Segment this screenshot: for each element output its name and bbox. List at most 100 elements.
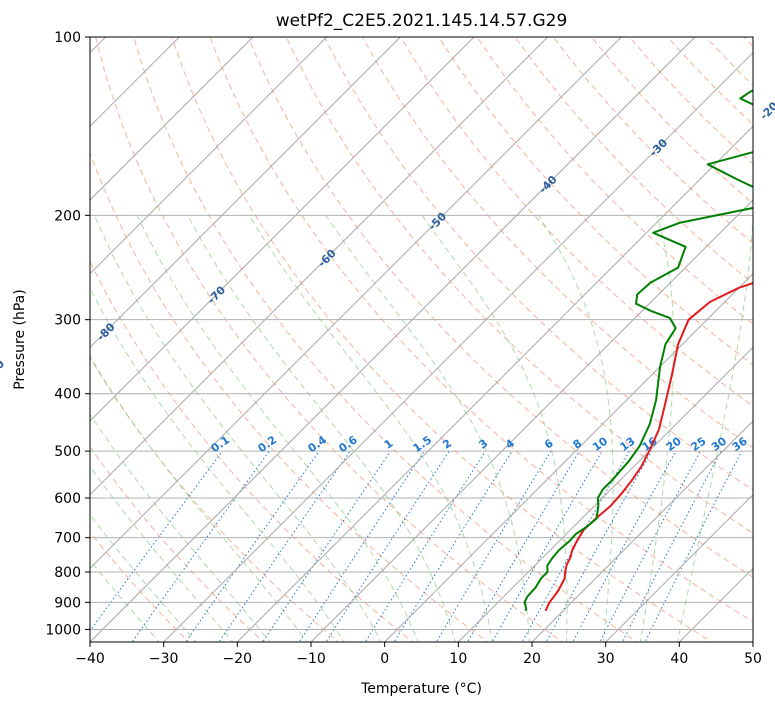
isotherm-line — [163, 51, 753, 642]
isotherm-line — [605, 493, 753, 642]
isotherm-line — [384, 272, 753, 642]
moist-adiabat — [187, 215, 456, 642]
series-lines — [523, 89, 753, 612]
moist-adiabat — [325, 215, 530, 642]
x-tick-label: 40 — [670, 651, 688, 667]
moist-adiabat — [537, 215, 614, 642]
chart-title: wetPf2_C2E5.2021.145.14.57.G29 — [276, 11, 568, 31]
isotherm-labels: -100-90-80-70-60-50-40-30-20-100 — [0, 99, 775, 380]
x-tick-label: −20 — [223, 651, 253, 667]
moist-adiabat — [90, 287, 345, 642]
y-axis-label: Pressure (hPa) — [12, 289, 28, 389]
y-tick-label: 600 — [54, 491, 81, 507]
mixing-ratio-line — [599, 450, 701, 642]
mixing-ratio-line — [218, 450, 351, 642]
dry-adiabat — [323, 37, 753, 491]
isotherm-label: -80 — [94, 320, 117, 343]
dry-adiabat — [90, 151, 489, 642]
y-tick-label: 700 — [54, 531, 81, 547]
moist-adiabat — [90, 413, 271, 642]
isotherm-line — [90, 37, 549, 496]
x-axis-ticks: −40 −30 −20 −10 0 10 20 30 40 50 — [75, 642, 762, 667]
dry-adiabat — [514, 37, 753, 285]
isotherm-line — [90, 37, 696, 642]
moist-adiabat — [248, 215, 493, 642]
isotherm-line — [236, 125, 753, 642]
dry-adiabat — [590, 37, 753, 205]
isotherm-line — [310, 199, 753, 642]
y-tick-label: 900 — [54, 595, 81, 611]
dry-adiabat — [667, 37, 753, 126]
isotherm-line — [90, 37, 328, 275]
mixing-ratio-line — [435, 450, 552, 642]
x-tick-label: 20 — [523, 651, 541, 667]
mixing-ratio-line — [644, 450, 743, 642]
isotherm-line — [90, 37, 622, 570]
x-tick-label: −10 — [296, 651, 326, 667]
isotherm-line — [90, 37, 401, 349]
isotherm-label: -30 — [647, 136, 670, 159]
isotherm-line — [90, 37, 254, 201]
x-tick-label: −40 — [75, 651, 105, 667]
plot-frame — [89, 36, 754, 643]
isotherm-line — [90, 37, 475, 422]
isotherm-line — [678, 567, 753, 642]
mixing-ratio-line — [131, 450, 270, 642]
mixing-ratio-line — [466, 450, 580, 642]
mixing-ratio-label: 6 — [542, 437, 556, 452]
y-tick-label: 500 — [54, 444, 81, 460]
background-lines — [90, 37, 753, 642]
moist-adiabat — [93, 215, 382, 642]
x-tick-label: 10 — [449, 651, 467, 667]
isotherm-label: -20 — [757, 99, 775, 122]
dry-adiabat — [171, 37, 713, 642]
mixing-ratio-line — [262, 450, 392, 642]
dry-adiabat — [133, 37, 638, 642]
mixing-ratio-line — [298, 450, 425, 642]
mixing-ratio-label: 0.1 — [209, 433, 232, 455]
moist-adiabat — [90, 465, 234, 642]
mixing-ratio-label: 2 — [440, 437, 454, 452]
y-tick-label: 100 — [54, 30, 81, 46]
dry-adiabat — [90, 260, 414, 642]
moist-adiabat — [639, 215, 675, 642]
isotherm-line — [752, 641, 753, 642]
mixing-ratio-line — [364, 450, 486, 642]
mixing-ratio-label: 0.4 — [306, 433, 330, 455]
mixing-ratio-label: 0.6 — [336, 433, 360, 455]
isotherm-line — [457, 346, 753, 642]
moist-adiabat — [90, 354, 308, 642]
dry-adiabat — [362, 37, 753, 449]
dry-adiabat — [90, 445, 265, 642]
dry-adiabat — [209, 37, 753, 623]
x-tick-label: 30 — [597, 651, 615, 667]
y-axis-ticks: 100 200 300 400 500 600 700 800 900 1000 — [45, 30, 90, 638]
mixing-ratio-line — [393, 450, 513, 642]
x-tick-label: −30 — [149, 651, 179, 667]
y-tick-label: 400 — [54, 387, 81, 403]
dry-adiabat — [438, 37, 753, 366]
moist-adiabat — [136, 215, 419, 642]
mixing-ratio-line — [621, 450, 722, 642]
mixing-ratio-label: 4 — [503, 437, 517, 452]
mixing-ratio-line — [185, 450, 320, 642]
y-tick-label: 300 — [54, 313, 81, 329]
temperature-line — [544, 282, 753, 612]
dry-adiabat — [628, 37, 753, 165]
x-axis-label: Temperature (°C) — [360, 681, 482, 697]
moist-adiabat — [421, 215, 568, 642]
dry-adiabat — [285, 37, 753, 534]
mixing-ratio-line — [90, 450, 223, 632]
dry-adiabat — [400, 37, 753, 407]
dewpoint-line — [523, 89, 753, 611]
mixing-ratio-label: 1.5 — [411, 433, 434, 455]
mixing-ratio-line — [572, 450, 677, 642]
x-tick-label: 0 — [380, 651, 389, 667]
isotherm-label: -50 — [426, 210, 449, 233]
isotherm-label: -90 — [0, 357, 7, 380]
mixing-ratio-label: 3 — [477, 437, 491, 452]
y-tick-label: 200 — [54, 208, 81, 224]
isotherm-line — [531, 420, 753, 642]
dry-adiabat — [247, 37, 753, 578]
